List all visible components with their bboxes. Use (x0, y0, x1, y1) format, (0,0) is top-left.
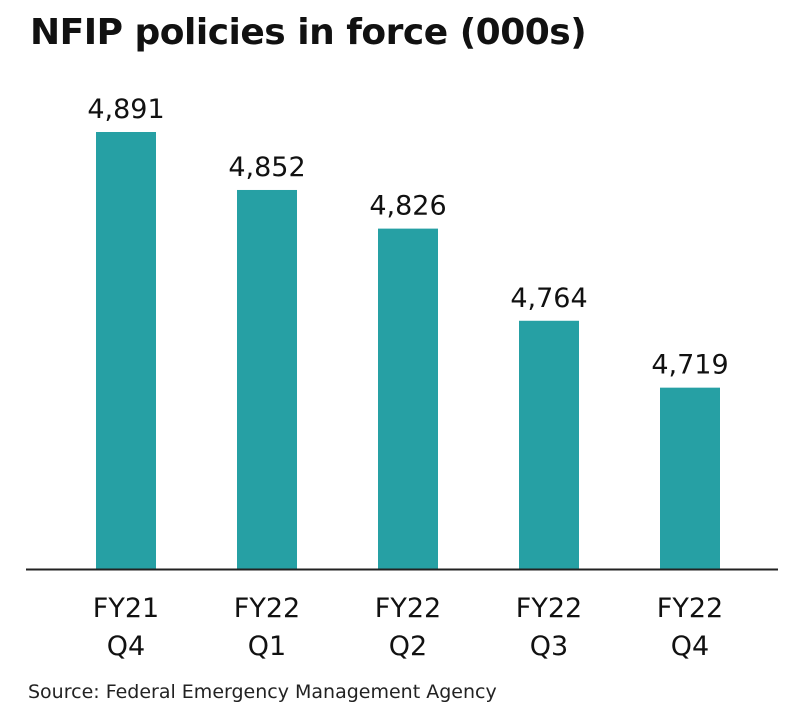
source-note: Source: Federal Emergency Management Age… (28, 681, 497, 703)
chart-title: NFIP policies in force (000s) (30, 12, 587, 53)
x-tick-label: FY22 (234, 593, 300, 624)
x-tick-label: FY21 (93, 593, 159, 624)
x-tick-label: FY22 (375, 593, 441, 624)
bar (660, 387, 720, 569)
data-label: 4,826 (369, 191, 446, 222)
data-label: 4,764 (510, 283, 587, 314)
bar (519, 320, 579, 569)
data-label: 4,719 (651, 350, 728, 381)
x-tick-label: FY22 (516, 593, 582, 624)
x-tick-label: Q3 (530, 631, 568, 662)
x-tick-label: Q1 (248, 631, 286, 662)
bar (378, 228, 438, 569)
bar (96, 132, 156, 569)
data-label: 4,852 (228, 152, 305, 183)
x-tick-label: Q4 (107, 631, 145, 662)
bar (237, 189, 297, 569)
x-tick-label: Q2 (389, 631, 427, 662)
x-tick-label: Q4 (671, 631, 709, 662)
data-label: 4,891 (87, 94, 164, 125)
x-tick-label: FY22 (657, 593, 723, 624)
